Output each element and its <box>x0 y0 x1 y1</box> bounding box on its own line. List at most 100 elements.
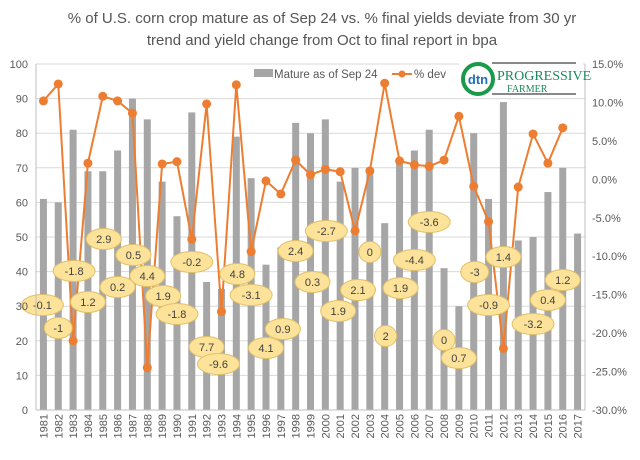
data-label-1987: 0.5 <box>126 250 141 262</box>
dev-point-1986 <box>113 96 123 106</box>
x-tick-label: 2009 <box>454 414 466 438</box>
left-tick-label: 10 <box>16 370 28 382</box>
data-label-bubble <box>52 260 96 282</box>
data-label-2010: -3 <box>470 267 480 279</box>
x-tick-label: 1994 <box>231 414 243 438</box>
data-label-1996: 4.1 <box>258 343 273 355</box>
x-tick-label: 1985 <box>98 414 110 438</box>
data-label-bubble <box>20 294 64 316</box>
x-tick-label: 1992 <box>202 414 214 438</box>
x-tick-label: 2011 <box>484 414 496 438</box>
dev-point-1993 <box>216 307 226 317</box>
data-label-2007: -3.6 <box>420 217 439 229</box>
x-tick-label: 2010 <box>469 414 481 438</box>
dev-point-1998 <box>291 155 301 165</box>
dev-point-2014 <box>528 129 538 139</box>
dev-point-1983 <box>68 336 78 346</box>
chart-title-line-1: % of U.S. corn crop mature as of Sep 24 … <box>68 10 577 27</box>
dev-point-2000 <box>320 164 330 174</box>
dev-point-1988 <box>142 363 152 373</box>
data-label-bubble <box>392 249 436 271</box>
right-tick-label: -25.0% <box>592 367 627 379</box>
data-label-1984: 1.2 <box>80 297 95 309</box>
data-label-bubble <box>155 303 199 325</box>
data-label-bubble <box>407 211 451 233</box>
x-tick-label: 1998 <box>291 414 303 438</box>
x-tick-label: 2006 <box>409 414 421 438</box>
x-tick-label: 1987 <box>127 414 139 438</box>
right-tick-label: 10.0% <box>592 97 623 109</box>
axes: 0102030405060708090100-30.0%-25.0%-20.0%… <box>10 59 627 438</box>
legend: Mature as of Sep 24 % dev <box>254 69 446 81</box>
data-label-bubble <box>170 251 214 273</box>
x-tick-label: 1997 <box>276 414 288 438</box>
data-label-2011: -0.9 <box>479 300 498 312</box>
legend-bar-label: Mature as of Sep 24 <box>274 69 378 81</box>
data-label-2009: 0.7 <box>451 353 466 365</box>
x-tick-label: 1990 <box>172 414 184 438</box>
data-label-bubble <box>440 347 477 369</box>
svg-text:FARMER: FARMER <box>507 84 548 95</box>
dev-point-2005 <box>395 156 405 166</box>
dtn-progressive-farmer-logo: dtn PROGRESSIVE FARMER <box>459 61 591 97</box>
x-tick-label: 2004 <box>380 414 392 438</box>
x-tick-label: 2015 <box>543 414 555 438</box>
x-tick-label: 2016 <box>558 414 570 438</box>
data-label-1997: 0.9 <box>275 324 290 336</box>
data-label-1981: -0.1 <box>33 300 52 312</box>
data-label-bubble <box>529 289 566 311</box>
left-tick-label: 80 <box>16 128 28 140</box>
x-tick-label: 1996 <box>261 414 273 438</box>
data-label-bubble <box>432 329 456 351</box>
x-tick-label: 1995 <box>246 414 258 438</box>
x-tick-label: 2003 <box>365 414 377 438</box>
data-label-bubble <box>460 261 490 283</box>
legend-line-marker <box>398 70 406 78</box>
data-label-1995: -3.1 <box>242 290 261 302</box>
x-tick-label: 1989 <box>157 414 169 438</box>
dev-line-path <box>42 81 564 368</box>
data-label-2006: -4.4 <box>405 255 424 267</box>
data-label-2008: 0 <box>441 335 447 347</box>
dev-point-1999 <box>306 170 315 180</box>
left-tick-label: 100 <box>10 59 28 71</box>
dev-point-2003 <box>365 166 375 176</box>
data-label-bubble <box>485 246 522 268</box>
dev-point-1981 <box>38 96 48 106</box>
left-tick-label: 0 <box>22 405 28 417</box>
data-label-bubble <box>467 294 511 316</box>
data-label-1986: 0.2 <box>110 282 125 294</box>
data-label-2012: 1.4 <box>496 252 511 264</box>
dev-point-1997 <box>276 189 286 199</box>
bar-2001 <box>336 181 344 410</box>
data-label-bubble <box>129 265 166 287</box>
dev-point-1984 <box>83 158 93 168</box>
data-label-bubble <box>264 318 301 340</box>
dev-point-2013 <box>513 182 523 192</box>
bar-2006 <box>410 150 418 410</box>
dev-point-2010 <box>469 181 479 191</box>
data-label-2000: -2.7 <box>317 226 336 238</box>
x-tick-label: 2002 <box>350 414 362 438</box>
data-label-2016: 1.2 <box>555 275 570 287</box>
data-label-bubble <box>382 277 419 299</box>
dev-point-2002 <box>350 226 360 236</box>
right-tick-label: -15.0% <box>592 290 627 302</box>
x-tick-label: 2001 <box>335 414 347 438</box>
left-tick-label: 50 <box>16 232 28 244</box>
x-tick-label: 1993 <box>216 414 228 438</box>
x-tick-label: 1991 <box>187 414 199 438</box>
data-label-bubble <box>294 271 331 293</box>
chart-title-line-2: trend and yield change from Oct to final… <box>147 32 498 49</box>
data-label-2004: 2 <box>383 331 389 343</box>
data-label-2005: 1.9 <box>393 283 408 295</box>
dev-point-1995 <box>246 247 256 257</box>
data-label-bubble <box>115 244 152 266</box>
left-tick-label: 60 <box>16 197 28 209</box>
dev-point-2007 <box>424 161 434 171</box>
data-label-1983: -1.8 <box>65 266 84 278</box>
left-tick-label: 90 <box>16 94 28 106</box>
dev-point-1990 <box>172 157 182 167</box>
data-label-bubble <box>219 263 256 285</box>
data-label-1991: -0.2 <box>182 257 201 269</box>
